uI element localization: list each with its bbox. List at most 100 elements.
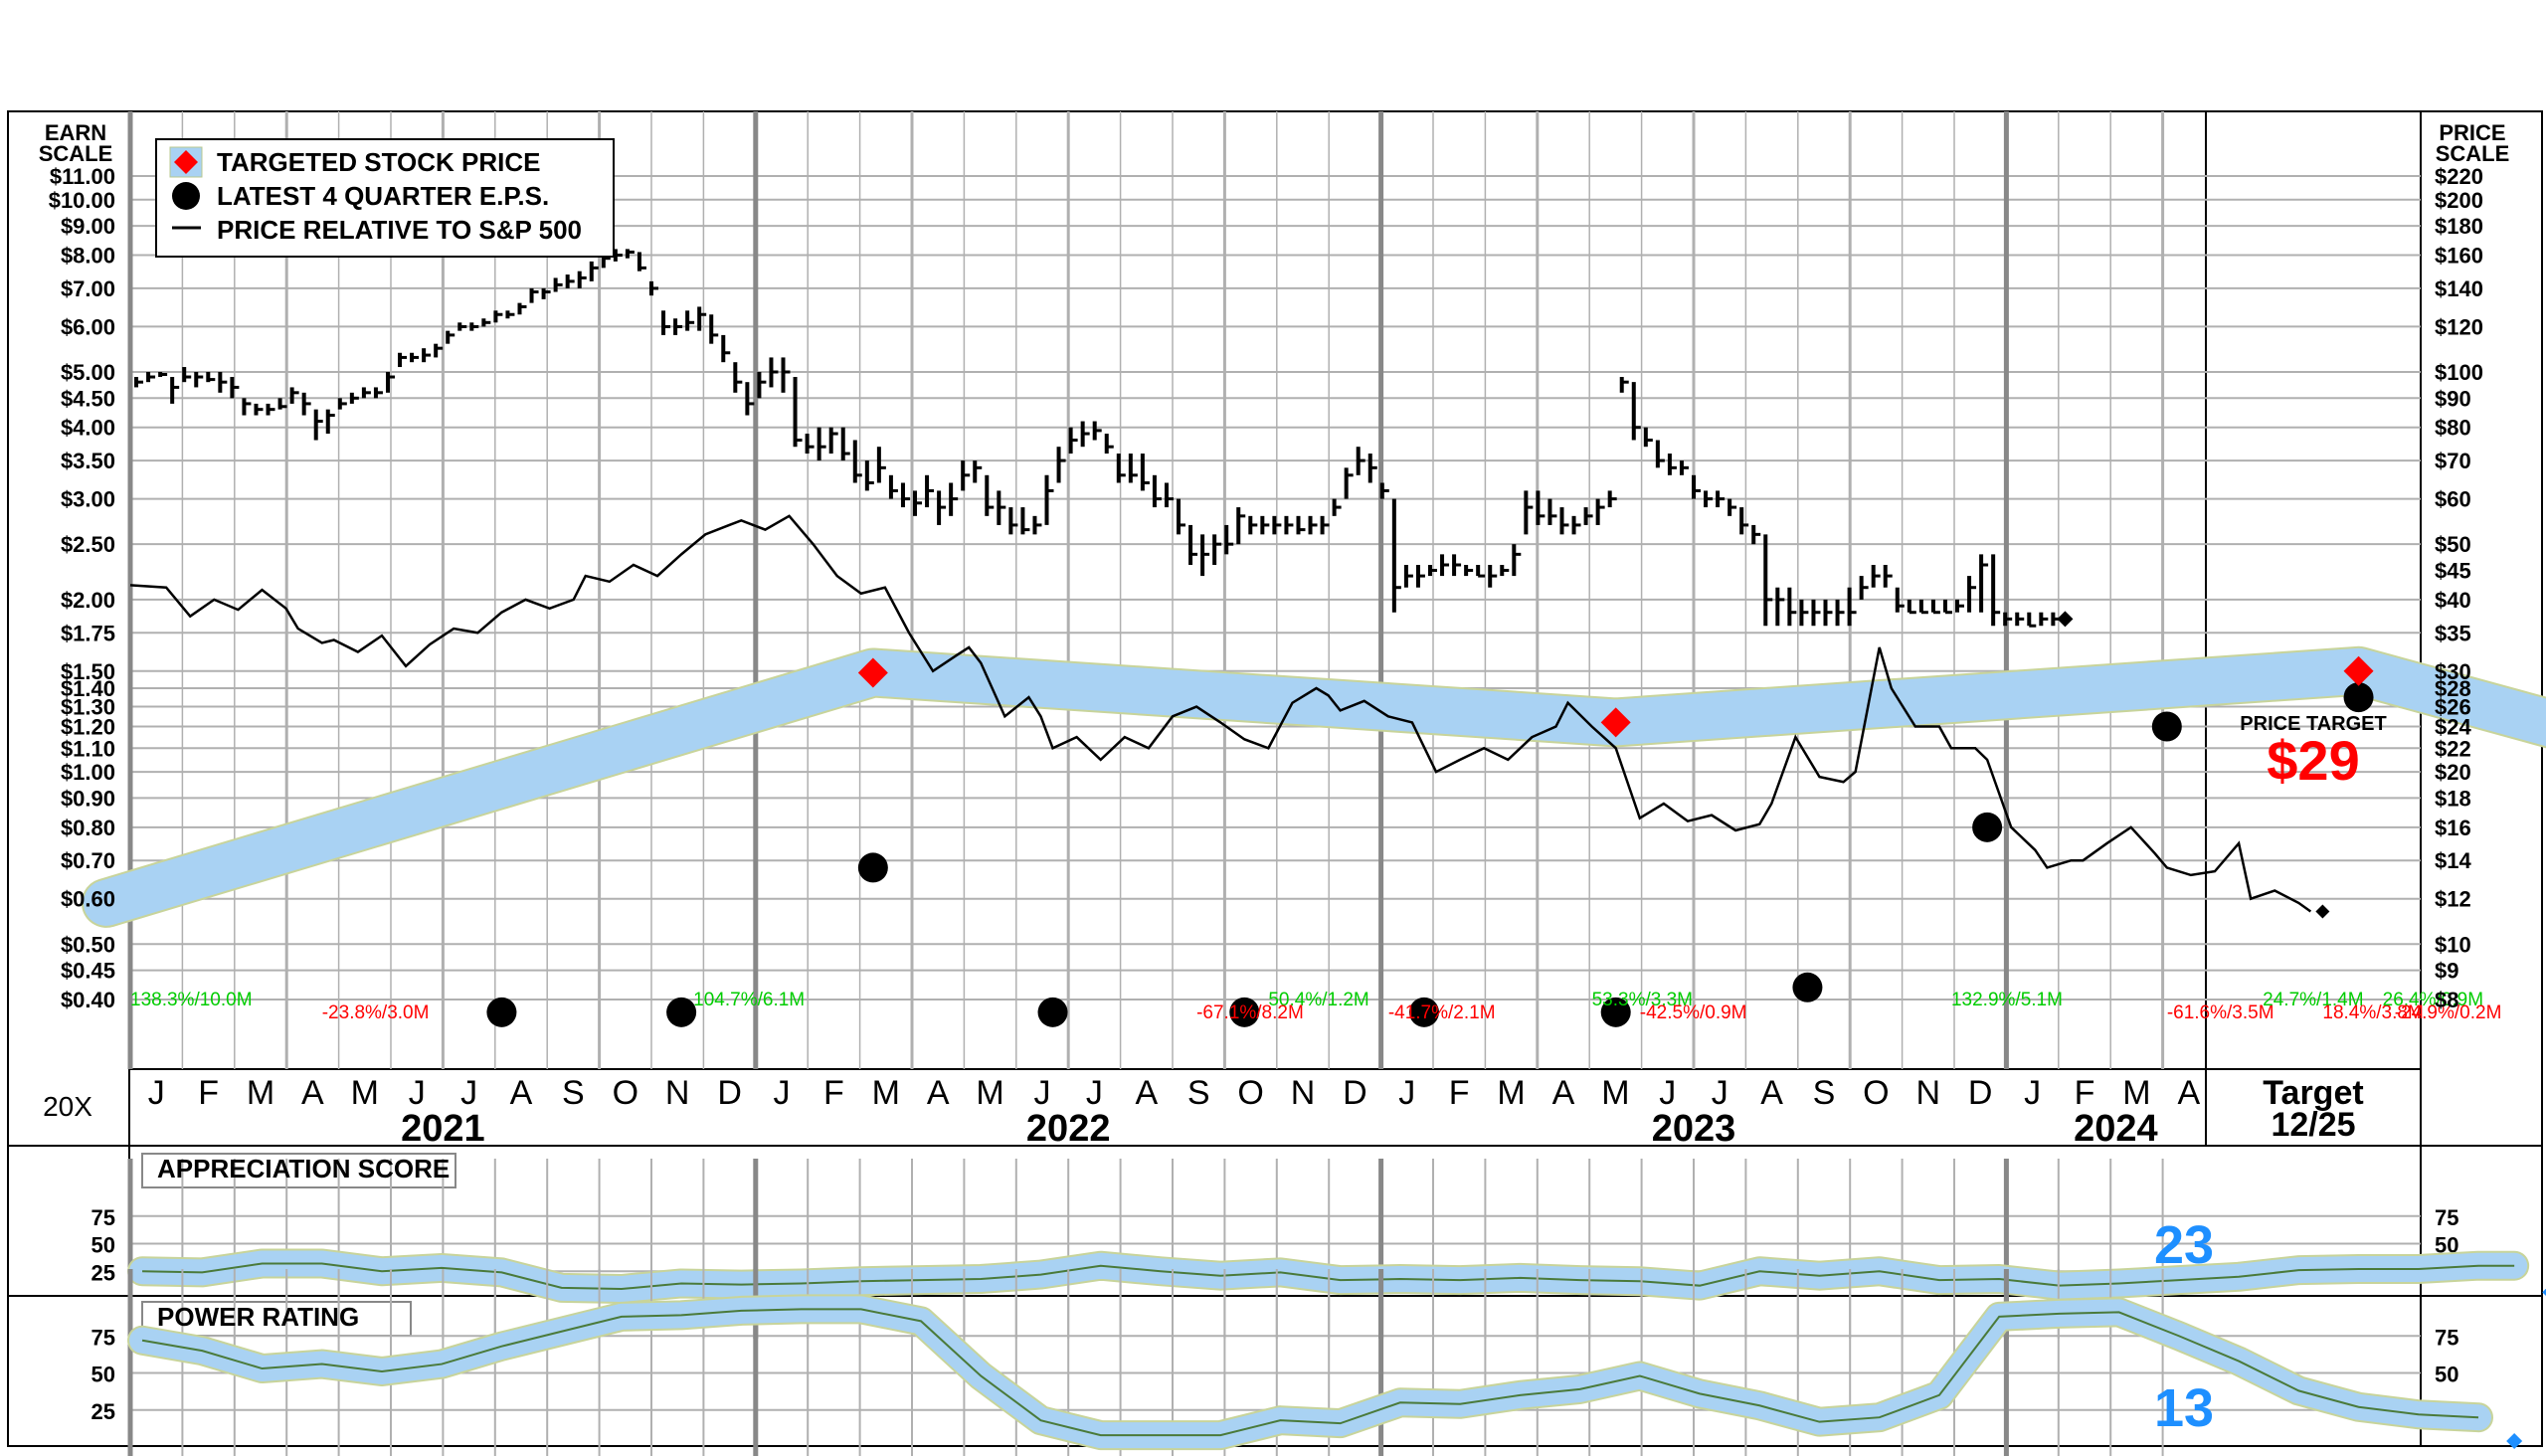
price-bar xyxy=(673,318,683,335)
price-bar xyxy=(1427,564,1437,577)
right-tick-label: $100 xyxy=(2435,360,2483,385)
price-bar xyxy=(1583,507,1593,525)
price-bar xyxy=(1667,454,1677,475)
price-bar xyxy=(900,482,910,508)
price-bar xyxy=(1595,498,1605,525)
price-bar xyxy=(1895,587,1905,613)
eps-point xyxy=(1037,997,1068,1027)
target-marker xyxy=(857,657,888,688)
price-bar xyxy=(1955,599,1965,613)
left-tick-label: $1.75 xyxy=(61,621,115,645)
price-bar xyxy=(1452,554,1462,577)
price-bar xyxy=(1332,498,1342,516)
price-bar xyxy=(925,474,935,508)
price-bar xyxy=(1512,544,1522,577)
month-label: J xyxy=(1086,1074,1103,1112)
left-tick-label: $0.60 xyxy=(61,887,115,912)
right-tick-label: $140 xyxy=(2435,276,2483,301)
price-bar xyxy=(1188,524,1198,565)
price-bar xyxy=(1248,515,1258,535)
price-bar xyxy=(182,367,192,383)
price-bar xyxy=(242,398,252,416)
month-label: A xyxy=(1135,1074,1158,1112)
price-bar xyxy=(541,287,551,299)
eps-point xyxy=(666,997,697,1027)
price-bar xyxy=(1080,421,1090,448)
left-tick-label: $7.00 xyxy=(61,276,115,301)
month-label: O xyxy=(1237,1074,1263,1112)
price-bar xyxy=(649,280,658,296)
price-bar xyxy=(385,371,395,393)
target-label-line1: Target xyxy=(2263,1074,2363,1112)
price-bar xyxy=(2039,612,2049,627)
eps-point xyxy=(1600,997,1631,1027)
price-bar xyxy=(1619,377,1629,393)
appreciation-left-tick: 25 xyxy=(91,1260,115,1285)
price-bar xyxy=(1488,564,1498,588)
price-bar xyxy=(1128,454,1138,483)
appreciation-current-marker xyxy=(2542,1288,2546,1297)
price-bar xyxy=(1991,554,2001,627)
price-bar xyxy=(1056,447,1066,483)
eps-point xyxy=(1792,972,1823,1002)
month-label: S xyxy=(1813,1074,1836,1112)
price-bar xyxy=(997,490,1006,525)
price-bar xyxy=(1092,421,1102,441)
chart-legend: TARGETED STOCK PRICE LATEST 4 QUARTER E.… xyxy=(155,138,615,258)
month-label: M xyxy=(1601,1074,1629,1112)
left-tick-label: $1.40 xyxy=(61,676,115,701)
month-label: J xyxy=(148,1074,165,1112)
left-tick-label: $10.00 xyxy=(49,188,115,213)
price-bar xyxy=(1775,587,1785,627)
axis-labels: $11.00$10.00$9.00$8.00$7.00$6.00$5.00$4.… xyxy=(49,164,2483,1012)
right-axis-title-line1: PRICE xyxy=(2439,120,2505,145)
power-line xyxy=(141,1308,2479,1437)
volume-annotation: -67.1%/8.2M xyxy=(1196,1002,1304,1023)
price-bar xyxy=(1212,534,1222,565)
price-bar xyxy=(1116,454,1126,483)
price-bar xyxy=(985,474,995,516)
price-bar xyxy=(1356,447,1365,475)
relative-strength-line xyxy=(129,514,2330,919)
legend-diamond-icon xyxy=(174,150,198,174)
price-bar xyxy=(961,460,971,491)
price-bar xyxy=(1799,599,1809,627)
price-bar xyxy=(1739,507,1749,535)
year-label: 2021 xyxy=(401,1108,485,1150)
right-tick-label: $9 xyxy=(2435,959,2458,984)
price-bar xyxy=(1536,490,1546,525)
price-bar xyxy=(457,322,467,331)
price-bar xyxy=(266,403,275,416)
volume-annotation: 26.4%/0.9M xyxy=(2383,990,2483,1010)
month-label: O xyxy=(613,1074,638,1112)
month-label: S xyxy=(562,1074,585,1112)
relative-line xyxy=(129,514,2312,913)
price-bar xyxy=(817,427,826,461)
price-bar xyxy=(230,377,240,399)
price-bar xyxy=(146,371,156,383)
price-bar xyxy=(888,474,898,499)
price-bar xyxy=(828,427,838,455)
eps-point xyxy=(1408,997,1439,1027)
volume-annotation: -61.6%/3.5M xyxy=(2167,1002,2274,1023)
price-bar xyxy=(170,377,180,404)
appreciation-score-title: APPRECIATION SCORE xyxy=(157,1154,450,1183)
price-bar xyxy=(206,371,216,383)
price-bar xyxy=(840,427,850,461)
price-bar xyxy=(1835,599,1845,627)
price-bar xyxy=(1464,564,1474,577)
appreciation-left-tick: 75 xyxy=(91,1205,115,1230)
left-tick-label: $1.10 xyxy=(61,736,115,761)
price-bar xyxy=(805,434,815,455)
price-bar xyxy=(661,310,671,335)
eps-point xyxy=(1972,812,2003,842)
right-axis-title-line2: SCALE xyxy=(2436,141,2510,166)
price-bar xyxy=(1440,554,1450,577)
month-label: M xyxy=(2122,1074,2150,1112)
left-tick-label: $2.50 xyxy=(61,532,115,557)
volume-annotation: -24.9%/0.2M xyxy=(2395,1002,2502,1023)
month-label: A xyxy=(301,1074,324,1112)
eps-points xyxy=(486,682,2374,1027)
left-tick-label: $0.50 xyxy=(61,932,115,957)
month-label: A xyxy=(2177,1074,2200,1112)
